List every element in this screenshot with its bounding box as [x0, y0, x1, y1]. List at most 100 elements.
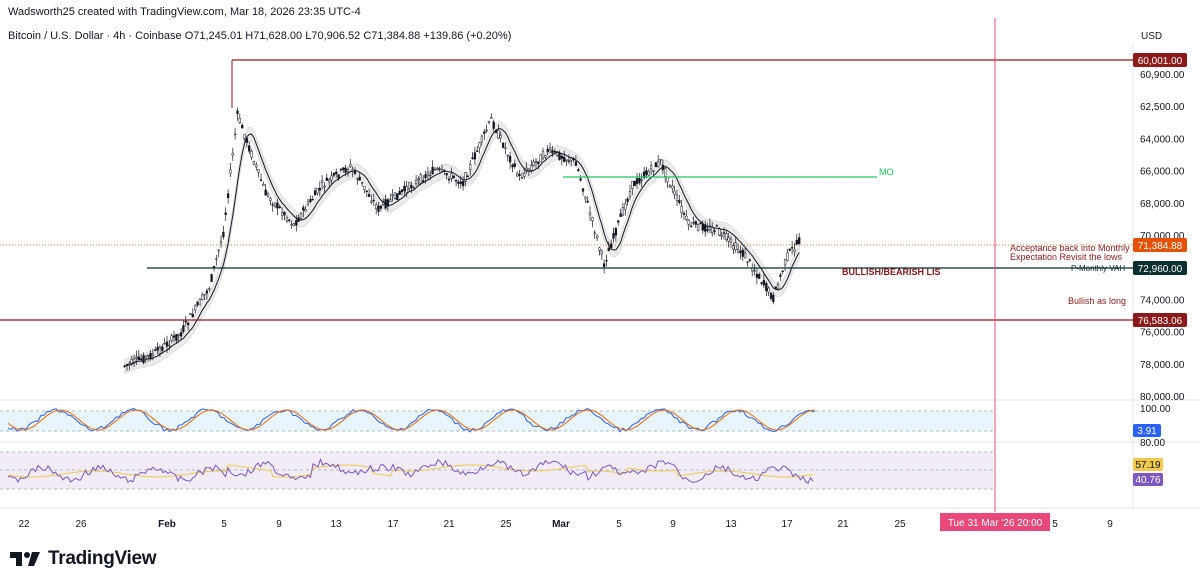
candle-body — [739, 250, 742, 254]
candle-body — [320, 180, 324, 183]
candle-body — [722, 232, 726, 234]
candle-body — [184, 320, 187, 323]
candle-body — [363, 185, 366, 191]
tradingview-logo[interactable]: TradingView — [10, 548, 157, 570]
annotation-bullish[interactable]: Bullish as long — [1068, 296, 1126, 306]
candle-body — [621, 207, 625, 216]
candle-body — [137, 356, 140, 360]
candle-body — [736, 249, 740, 253]
annotation-expectation[interactable]: Expectation Revisit the lows — [1010, 252, 1123, 262]
annotation-mo[interactable]: MO — [879, 167, 894, 177]
candle-body — [720, 234, 723, 237]
candle-body — [168, 344, 171, 347]
main-pane[interactable] — [0, 45, 1133, 377]
candle-body — [316, 188, 319, 194]
candle-body — [417, 178, 420, 180]
candle-body — [544, 155, 547, 158]
candle-body — [248, 145, 251, 152]
annotation-vah[interactable]: P-Monthly VAH — [1071, 264, 1125, 273]
candle-body — [539, 154, 542, 163]
candle-body — [765, 283, 768, 291]
rsi-band — [0, 452, 993, 489]
currency-label[interactable]: USD — [1141, 31, 1163, 42]
candle-body — [527, 168, 531, 171]
tag-vah[interactable] — [1133, 261, 1187, 275]
candle-body — [241, 124, 244, 129]
x-axis-label: 9 — [1107, 519, 1113, 530]
candle-body — [271, 204, 274, 206]
y-axis-label: 64,000.00 — [1140, 134, 1185, 145]
x-axis-label: 5 — [1052, 519, 1058, 530]
candle-body — [487, 121, 491, 124]
symbol-name[interactable]: Bitcoin / U.S. Dollar · 4h · Coinbase — [8, 30, 182, 42]
candle-body — [692, 222, 695, 224]
candle-body — [626, 198, 629, 202]
x-axis-label: 5 — [616, 519, 622, 530]
rsi-value-tag[interactable] — [1133, 473, 1163, 486]
candle-body — [699, 222, 702, 225]
candle-body — [344, 167, 347, 173]
candle-body — [358, 176, 361, 181]
candle-body — [602, 263, 606, 267]
candle-body — [769, 292, 773, 299]
candle-body — [635, 178, 639, 185]
annotation-lis[interactable]: BULLISH/BEARISH LIS — [842, 267, 941, 277]
candle-body — [339, 168, 343, 171]
candle-body — [743, 252, 747, 259]
candle-body — [250, 150, 253, 158]
rsi-ma-text: 57.19 — [1135, 460, 1160, 471]
brand-name: TradingView — [48, 548, 157, 569]
annotation-acceptance[interactable]: Acceptance back into Monthly — [1010, 243, 1130, 253]
candle-body — [445, 173, 448, 176]
candle-body — [391, 194, 394, 196]
candle-body — [617, 220, 620, 223]
rsi-ma-tag[interactable] — [1133, 458, 1163, 471]
candle-body — [217, 249, 220, 252]
candle-body — [574, 161, 578, 166]
candle-body — [412, 187, 415, 189]
candle-body — [598, 247, 601, 251]
x-axis-label: 9 — [276, 519, 282, 530]
y-axis-label: 60,900.00 — [1140, 70, 1185, 81]
candle-body — [499, 135, 502, 139]
candle-body — [405, 186, 408, 193]
candle-body — [696, 224, 700, 231]
candle-body — [520, 177, 524, 179]
candle-body — [163, 342, 166, 345]
candle-body — [673, 190, 676, 195]
candle-body — [233, 133, 237, 136]
candle-body — [516, 173, 519, 177]
candle-body — [788, 248, 791, 251]
stoch-value-tag[interactable] — [1133, 424, 1161, 437]
candle-body — [504, 147, 507, 149]
ohlc-change: +139.86 (+0.20%) — [423, 30, 512, 42]
candle-body — [288, 219, 291, 221]
candle-body — [375, 204, 378, 209]
candle-body — [454, 180, 458, 182]
candle-body — [631, 180, 634, 189]
candle-body — [713, 230, 716, 232]
candle-body — [781, 270, 784, 273]
candle-body — [243, 134, 246, 139]
candle-body — [607, 248, 610, 252]
y-axis-label: 66,000.00 — [1140, 167, 1185, 178]
candle-body — [353, 169, 357, 174]
candle-body — [783, 259, 787, 266]
crosshair-time-tag — [940, 513, 1050, 531]
candle-body — [548, 147, 552, 151]
candle-body — [302, 207, 305, 211]
price-chart[interactable]: MO Acceptance back into Monthly Expectat… — [0, 0, 1200, 540]
candle-body — [215, 258, 218, 260]
candle-body — [182, 325, 185, 332]
tag-60001[interactable] — [1133, 53, 1187, 67]
y-axis-label: 80,000.00 — [1140, 392, 1185, 403]
candle-body — [349, 164, 352, 167]
candle-body — [612, 232, 615, 239]
candle-body — [652, 170, 655, 172]
candle-body — [553, 151, 556, 153]
candle-body — [610, 243, 613, 249]
tag-last-price[interactable] — [1133, 238, 1187, 252]
tag-76583[interactable] — [1133, 313, 1187, 327]
candle-body — [210, 274, 213, 282]
candle-body — [758, 274, 761, 279]
